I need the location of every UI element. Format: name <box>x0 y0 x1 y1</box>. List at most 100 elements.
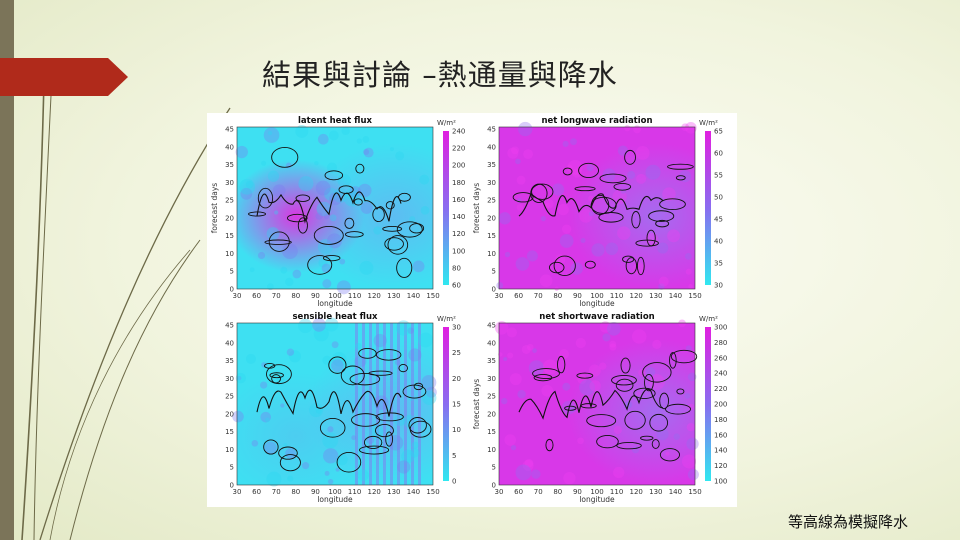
colorbar-unit: W/m² <box>437 315 456 323</box>
panel-speckle <box>532 348 537 354</box>
panel-speckle <box>631 446 640 454</box>
x-tick-label: 130 <box>649 292 662 300</box>
precip-contour <box>553 255 576 277</box>
y-tick-label: 5 <box>492 268 496 276</box>
x-tick-label: 140 <box>407 292 420 300</box>
precip-contour <box>670 349 698 364</box>
y-tick-label: 20 <box>225 410 234 418</box>
panel-speckle <box>617 145 629 156</box>
panel-speckle <box>515 464 532 481</box>
colorbar-tick: 40 <box>714 238 723 246</box>
colorbar-tick: 140 <box>714 447 727 455</box>
panel-speckle <box>524 458 534 468</box>
panel-speckle <box>495 321 509 335</box>
y-tick-label: 15 <box>225 428 234 436</box>
panel-speckle <box>266 471 282 487</box>
panel-speckle <box>658 276 669 287</box>
panel-speckle <box>317 133 329 145</box>
y-tick-label: 35 <box>225 161 234 169</box>
colorbar-tick: 60 <box>714 150 723 158</box>
panel-speckle <box>260 411 272 423</box>
panel-speckle <box>682 454 697 469</box>
panel-speckle <box>555 254 566 265</box>
x-tick-label: 120 <box>630 292 643 300</box>
panel-speckle <box>366 435 375 445</box>
panel-speckle <box>684 253 692 260</box>
precip-contour <box>624 410 646 430</box>
y-tick-label: 10 <box>225 250 234 258</box>
colorbar-tick: 50 <box>714 194 723 202</box>
colorbar-tick: 20 <box>452 375 461 383</box>
panel-speckle <box>397 460 411 474</box>
panel-speckle <box>531 469 541 479</box>
precip-contour <box>669 352 677 369</box>
panel-speckle <box>260 381 268 389</box>
precip-contour <box>328 356 347 374</box>
precip-contour <box>655 219 670 228</box>
panel-speckle <box>551 183 565 196</box>
precip-contour <box>584 260 596 269</box>
x-tick-label: 30 <box>495 292 504 300</box>
panel-speckle <box>498 212 511 225</box>
y-tick-label: 45 <box>225 126 234 134</box>
colorbar-tick: 200 <box>714 401 727 409</box>
panel-speckle <box>543 198 554 209</box>
panel-speckle <box>667 229 681 243</box>
panel-speckle <box>652 339 662 349</box>
panel-speckle <box>496 282 504 289</box>
panel-speckle <box>684 392 691 399</box>
panel-speckle <box>280 266 288 274</box>
x-tick-label: 130 <box>649 488 662 496</box>
precip-contour <box>635 239 659 247</box>
y-tick-label: 25 <box>225 393 234 401</box>
panel-speckle <box>251 440 259 447</box>
panel-speckle <box>588 211 594 217</box>
panel-speckle <box>312 317 326 332</box>
y-tick-label: 15 <box>487 428 496 436</box>
panel-speckle <box>422 390 437 405</box>
precip-contour <box>574 186 596 192</box>
precip-contour <box>336 451 362 473</box>
x-tick-label: 130 <box>387 292 400 300</box>
panel-speckle <box>331 351 347 367</box>
precip-contour <box>633 387 656 399</box>
colorbar-tick: 300 <box>714 324 727 332</box>
panel-speckle <box>261 160 267 166</box>
colorbar <box>443 131 449 285</box>
precip-contour <box>340 365 365 386</box>
colorbar-tick: 30 <box>714 282 723 290</box>
x-tick-label: 90 <box>311 292 320 300</box>
panel-speckle <box>588 364 601 377</box>
panel-speckle <box>313 326 329 342</box>
precip-contour <box>313 226 344 245</box>
x-tick-label: 100 <box>590 488 603 496</box>
panel-speckle <box>602 168 616 182</box>
panel-speckle <box>329 214 337 222</box>
panel-title: sensible heat flux <box>293 312 378 322</box>
x-tick-label: 30 <box>233 488 242 496</box>
panel-speckle <box>613 466 625 479</box>
precip-contour <box>279 454 301 472</box>
panel-speckle <box>418 332 434 348</box>
panel-speckle <box>521 344 531 354</box>
precip-contour <box>384 237 404 251</box>
panel-speckle <box>235 145 248 159</box>
panel-speckle <box>327 426 334 433</box>
x-axis-label: longitude <box>317 299 353 308</box>
precip-contour <box>359 445 390 455</box>
x-tick-label: 60 <box>252 488 261 496</box>
panel-speckle <box>336 454 348 466</box>
colorbar-tick: 220 <box>714 385 727 393</box>
precip-contour <box>659 392 670 410</box>
panel-speckle <box>606 321 621 336</box>
panel-speckle <box>322 432 339 449</box>
figure-caption: 等高線為模擬降水 <box>788 513 909 531</box>
panel-speckle <box>633 125 642 134</box>
precip-contour <box>257 187 274 209</box>
panel-speckle <box>387 435 404 451</box>
x-tick-label: 140 <box>669 488 682 496</box>
panel-speckle <box>323 214 330 220</box>
panel-speckle <box>309 403 324 418</box>
panel-speckle <box>407 327 414 334</box>
x-tick-label: 70 <box>534 292 543 300</box>
